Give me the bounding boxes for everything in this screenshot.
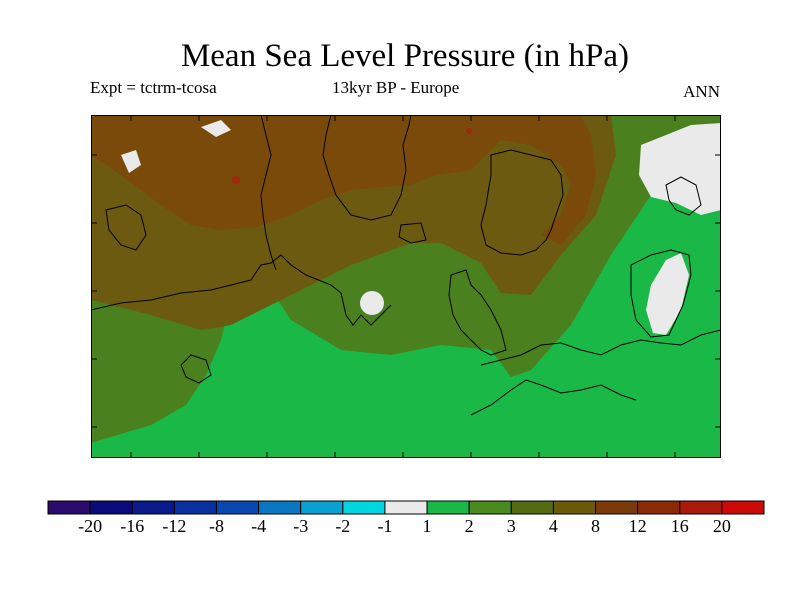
legend-tick-label: -2 [335, 516, 351, 536]
legend-color-box [89, 500, 133, 515]
legend-color-box [510, 500, 554, 515]
map-ticks [91, 115, 721, 458]
legend-tick-label: -12 [162, 516, 187, 536]
legend-color-box [595, 500, 639, 515]
low-anomaly-white-patch [121, 150, 141, 173]
coastline [398, 222, 427, 244]
period-region-label: 13kyr BP - Europe [332, 78, 460, 97]
legend-color-box [721, 500, 765, 515]
legend-tick-label: -3 [293, 516, 309, 536]
coastline [180, 354, 212, 384]
coastline [480, 329, 721, 366]
legend-color-box [679, 500, 723, 515]
legend-tick-label: 8 [591, 516, 601, 536]
pressure-anomaly-strong-region [91, 115, 596, 245]
legend-tick-label: -4 [251, 516, 267, 536]
legend-color-box [300, 500, 344, 515]
experiment-label: Expt = tctrm-tcosa [90, 78, 217, 97]
legend-color-box [215, 500, 260, 515]
legend-color-box [552, 500, 597, 515]
pressure-map [91, 115, 721, 458]
legend-tick-label: -8 [208, 516, 224, 536]
legend-tick-label: 12 [628, 516, 647, 536]
coastline [665, 176, 702, 216]
low-anomaly-white-patch [201, 120, 231, 137]
legend-color-box [637, 500, 681, 515]
legend-tick-label: 4 [548, 516, 558, 536]
legend-tick-label: -20 [78, 516, 103, 536]
low-anomaly-white-patch [639, 123, 721, 215]
legend-tick-label: -16 [120, 516, 145, 536]
coastline [260, 115, 277, 271]
legend-color-box [426, 500, 470, 515]
legend-color-box [173, 500, 217, 515]
coastline [630, 249, 692, 338]
low-anomaly-white-patch [360, 291, 384, 315]
legend-color-box [131, 500, 175, 515]
coastline [448, 269, 507, 356]
legend-color-box [47, 500, 91, 515]
legend-tick-label: 2 [464, 516, 474, 536]
legend-color-box [468, 500, 512, 515]
legend-color-box [258, 500, 302, 515]
legend-tick-label: -1 [377, 516, 393, 536]
pressure-peak-spot [466, 128, 472, 134]
coastline [105, 204, 147, 251]
legend-color-box [384, 500, 428, 515]
legend-tick-label: 20 [712, 516, 731, 536]
coastline [480, 149, 564, 256]
plot-title: Mean Sea Level Pressure (in hPa) [180, 38, 630, 74]
season-label: ANN [683, 82, 720, 101]
coastline [470, 379, 637, 416]
coastline [322, 115, 412, 221]
color-legend [47, 500, 765, 515]
legend-tick-label: 16 [670, 516, 689, 536]
legend-tick-label: 1 [422, 516, 432, 536]
coastline [91, 254, 392, 326]
pressure-peak-spot [232, 176, 240, 184]
map-frame [91, 115, 721, 458]
legend-color-box [342, 500, 386, 515]
legend-tick-label: 3 [506, 516, 516, 536]
